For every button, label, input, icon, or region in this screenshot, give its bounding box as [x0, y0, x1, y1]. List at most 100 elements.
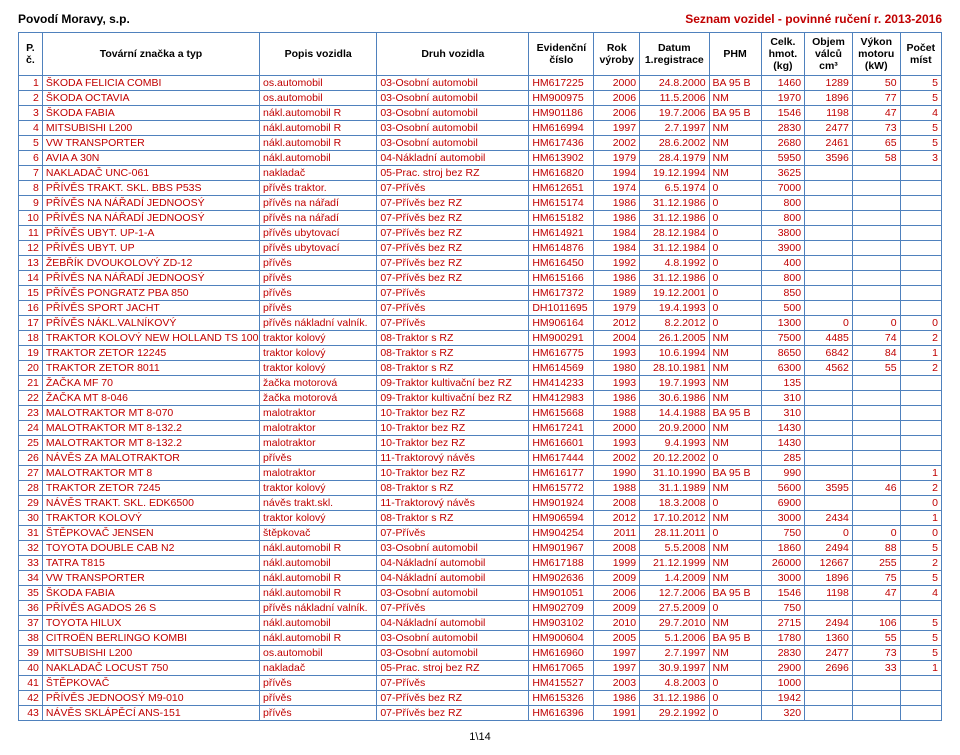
cell-popis: traktor kolový: [260, 481, 377, 496]
cell-hmot: 7500: [761, 331, 804, 346]
cell-popis: štěpkovač: [260, 526, 377, 541]
cell-evid: HM612651: [529, 181, 594, 196]
cell-rokv: 1979: [594, 151, 640, 166]
cell-datum: 31.1.1989: [640, 481, 709, 496]
table-row: 4MITSUBISHI L200nákl.automobil R03-Osobn…: [19, 121, 942, 136]
cell-datum: 31.12.1986: [640, 196, 709, 211]
cell-datum: 30.9.1997: [640, 661, 709, 676]
cell-rokv: 2004: [594, 331, 640, 346]
cell-pc: 1: [19, 76, 43, 91]
cell-rokv: 1993: [594, 436, 640, 451]
cell-pocet: 5: [900, 571, 941, 586]
cell-evid: HM902709: [529, 601, 594, 616]
cell-popis: traktor kolový: [260, 331, 377, 346]
cell-objem: 2494: [805, 616, 853, 631]
cell-name: ŠKODA FABIA: [42, 106, 259, 121]
cell-datum: 18.3.2008: [640, 496, 709, 511]
cell-name: VW TRANSPORTER: [42, 136, 259, 151]
cell-name: VW TRANSPORTER: [42, 571, 259, 586]
cell-popis: přívěs: [260, 271, 377, 286]
cell-datum: 8.2.2012: [640, 316, 709, 331]
cell-popis: přívěs: [260, 676, 377, 691]
cell-druh: 03-Osobní automobil: [377, 91, 529, 106]
cell-vykon: 47: [852, 586, 900, 601]
cell-rokv: 1997: [594, 661, 640, 676]
cell-pocet: [900, 226, 941, 241]
cell-phm: NM: [709, 151, 761, 166]
cell-hmot: 320: [761, 706, 804, 721]
cell-hmot: 1300: [761, 316, 804, 331]
cell-hmot: 400: [761, 256, 804, 271]
cell-popis: malotraktor: [260, 421, 377, 436]
cell-pc: 12: [19, 241, 43, 256]
page-footer: 1\14: [18, 731, 942, 743]
cell-vykon: [852, 181, 900, 196]
cell-hmot: 26000: [761, 556, 804, 571]
cell-popis: nákl.automobil R: [260, 121, 377, 136]
col-datum: Datum 1.registrace: [640, 33, 709, 76]
cell-vykon: 75: [852, 571, 900, 586]
cell-objem: 1289: [805, 76, 853, 91]
cell-datum: 21.12.1999: [640, 556, 709, 571]
cell-name: MALOTRAKTOR MT 8-132.2: [42, 436, 259, 451]
cell-pc: 18: [19, 331, 43, 346]
cell-datum: 12.7.2006: [640, 586, 709, 601]
cell-pocet: [900, 211, 941, 226]
cell-objem: 4485: [805, 331, 853, 346]
cell-datum: 28.12.1984: [640, 226, 709, 241]
cell-phm: NM: [709, 661, 761, 676]
cell-rokv: 2008: [594, 496, 640, 511]
cell-popis: traktor kolový: [260, 346, 377, 361]
cell-hmot: 850: [761, 286, 804, 301]
cell-vykon: [852, 676, 900, 691]
cell-objem: 1198: [805, 106, 853, 121]
cell-pc: 15: [19, 286, 43, 301]
cell-vykon: [852, 511, 900, 526]
cell-vykon: 77: [852, 91, 900, 106]
cell-vykon: 65: [852, 136, 900, 151]
cell-objem: [805, 406, 853, 421]
cell-rokv: 2006: [594, 586, 640, 601]
cell-objem: [805, 211, 853, 226]
cell-hmot: 310: [761, 391, 804, 406]
cell-rokv: 2002: [594, 136, 640, 151]
cell-hmot: 1970: [761, 91, 804, 106]
cell-rokv: 1986: [594, 196, 640, 211]
cell-objem: [805, 181, 853, 196]
cell-objem: 1896: [805, 91, 853, 106]
table-row: 36PŘÍVĚS AGADOS 26 Spřívěs nákladní valn…: [19, 601, 942, 616]
cell-pc: 19: [19, 346, 43, 361]
cell-popis: nakladač: [260, 661, 377, 676]
cell-popis: přívěs: [260, 286, 377, 301]
cell-druh: 05-Prac. stroj bez RZ: [377, 661, 529, 676]
cell-pc: 13: [19, 256, 43, 271]
cell-phm: NM: [709, 511, 761, 526]
cell-hmot: 6300: [761, 361, 804, 376]
cell-pocet: 0: [900, 496, 941, 511]
cell-rokv: 1990: [594, 466, 640, 481]
cell-evid: HM616994: [529, 121, 594, 136]
cell-objem: 1360: [805, 631, 853, 646]
cell-phm: NM: [709, 136, 761, 151]
cell-hmot: 3000: [761, 511, 804, 526]
cell-pc: 4: [19, 121, 43, 136]
cell-name: ŽAČKA MT 8-046: [42, 391, 259, 406]
cell-phm: 0: [709, 211, 761, 226]
cell-rokv: 1997: [594, 646, 640, 661]
cell-pc: 34: [19, 571, 43, 586]
cell-name: TRAKTOR ZETOR 7245: [42, 481, 259, 496]
cell-phm: NM: [709, 376, 761, 391]
cell-vykon: 255: [852, 556, 900, 571]
cell-datum: 26.1.2005: [640, 331, 709, 346]
table-row: 34VW TRANSPORTERnákl.automobil R04-Nákla…: [19, 571, 942, 586]
cell-evid: HM615166: [529, 271, 594, 286]
table-row: 14PŘÍVĚS NA NÁŘADÍ JEDNOOSÝpřívěs07-Přív…: [19, 271, 942, 286]
cell-datum: 20.9.2000: [640, 421, 709, 436]
cell-vykon: 0: [852, 316, 900, 331]
cell-rokv: 1986: [594, 391, 640, 406]
table-row: 27MALOTRAKTOR MT 8malotraktor10-Traktor …: [19, 466, 942, 481]
table-row: 17PŘÍVĚS NÁKL.VALNÍKOVÝpřívěs nákladní v…: [19, 316, 942, 331]
cell-datum: 29.7.2010: [640, 616, 709, 631]
cell-vykon: [852, 691, 900, 706]
cell-druh: 09-Traktor kultivační bez RZ: [377, 391, 529, 406]
